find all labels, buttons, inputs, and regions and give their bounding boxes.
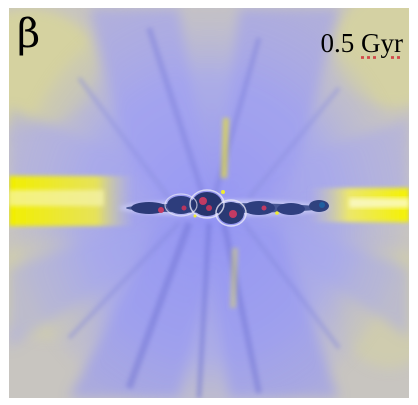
simulation-panel: β 0.5 Gyr — [9, 8, 409, 398]
time-unit: Gyr — [361, 28, 403, 58]
time-label: 0.5 Gyr — [321, 28, 404, 58]
time-value: 0.5 — [320, 28, 355, 58]
galactic-disk — [119, 189, 329, 227]
outflow-filaments — [67, 27, 341, 398]
polar-yellow-streak — [221, 118, 238, 308]
panel-label: β — [17, 11, 41, 57]
gas-density-map — [9, 8, 409, 398]
